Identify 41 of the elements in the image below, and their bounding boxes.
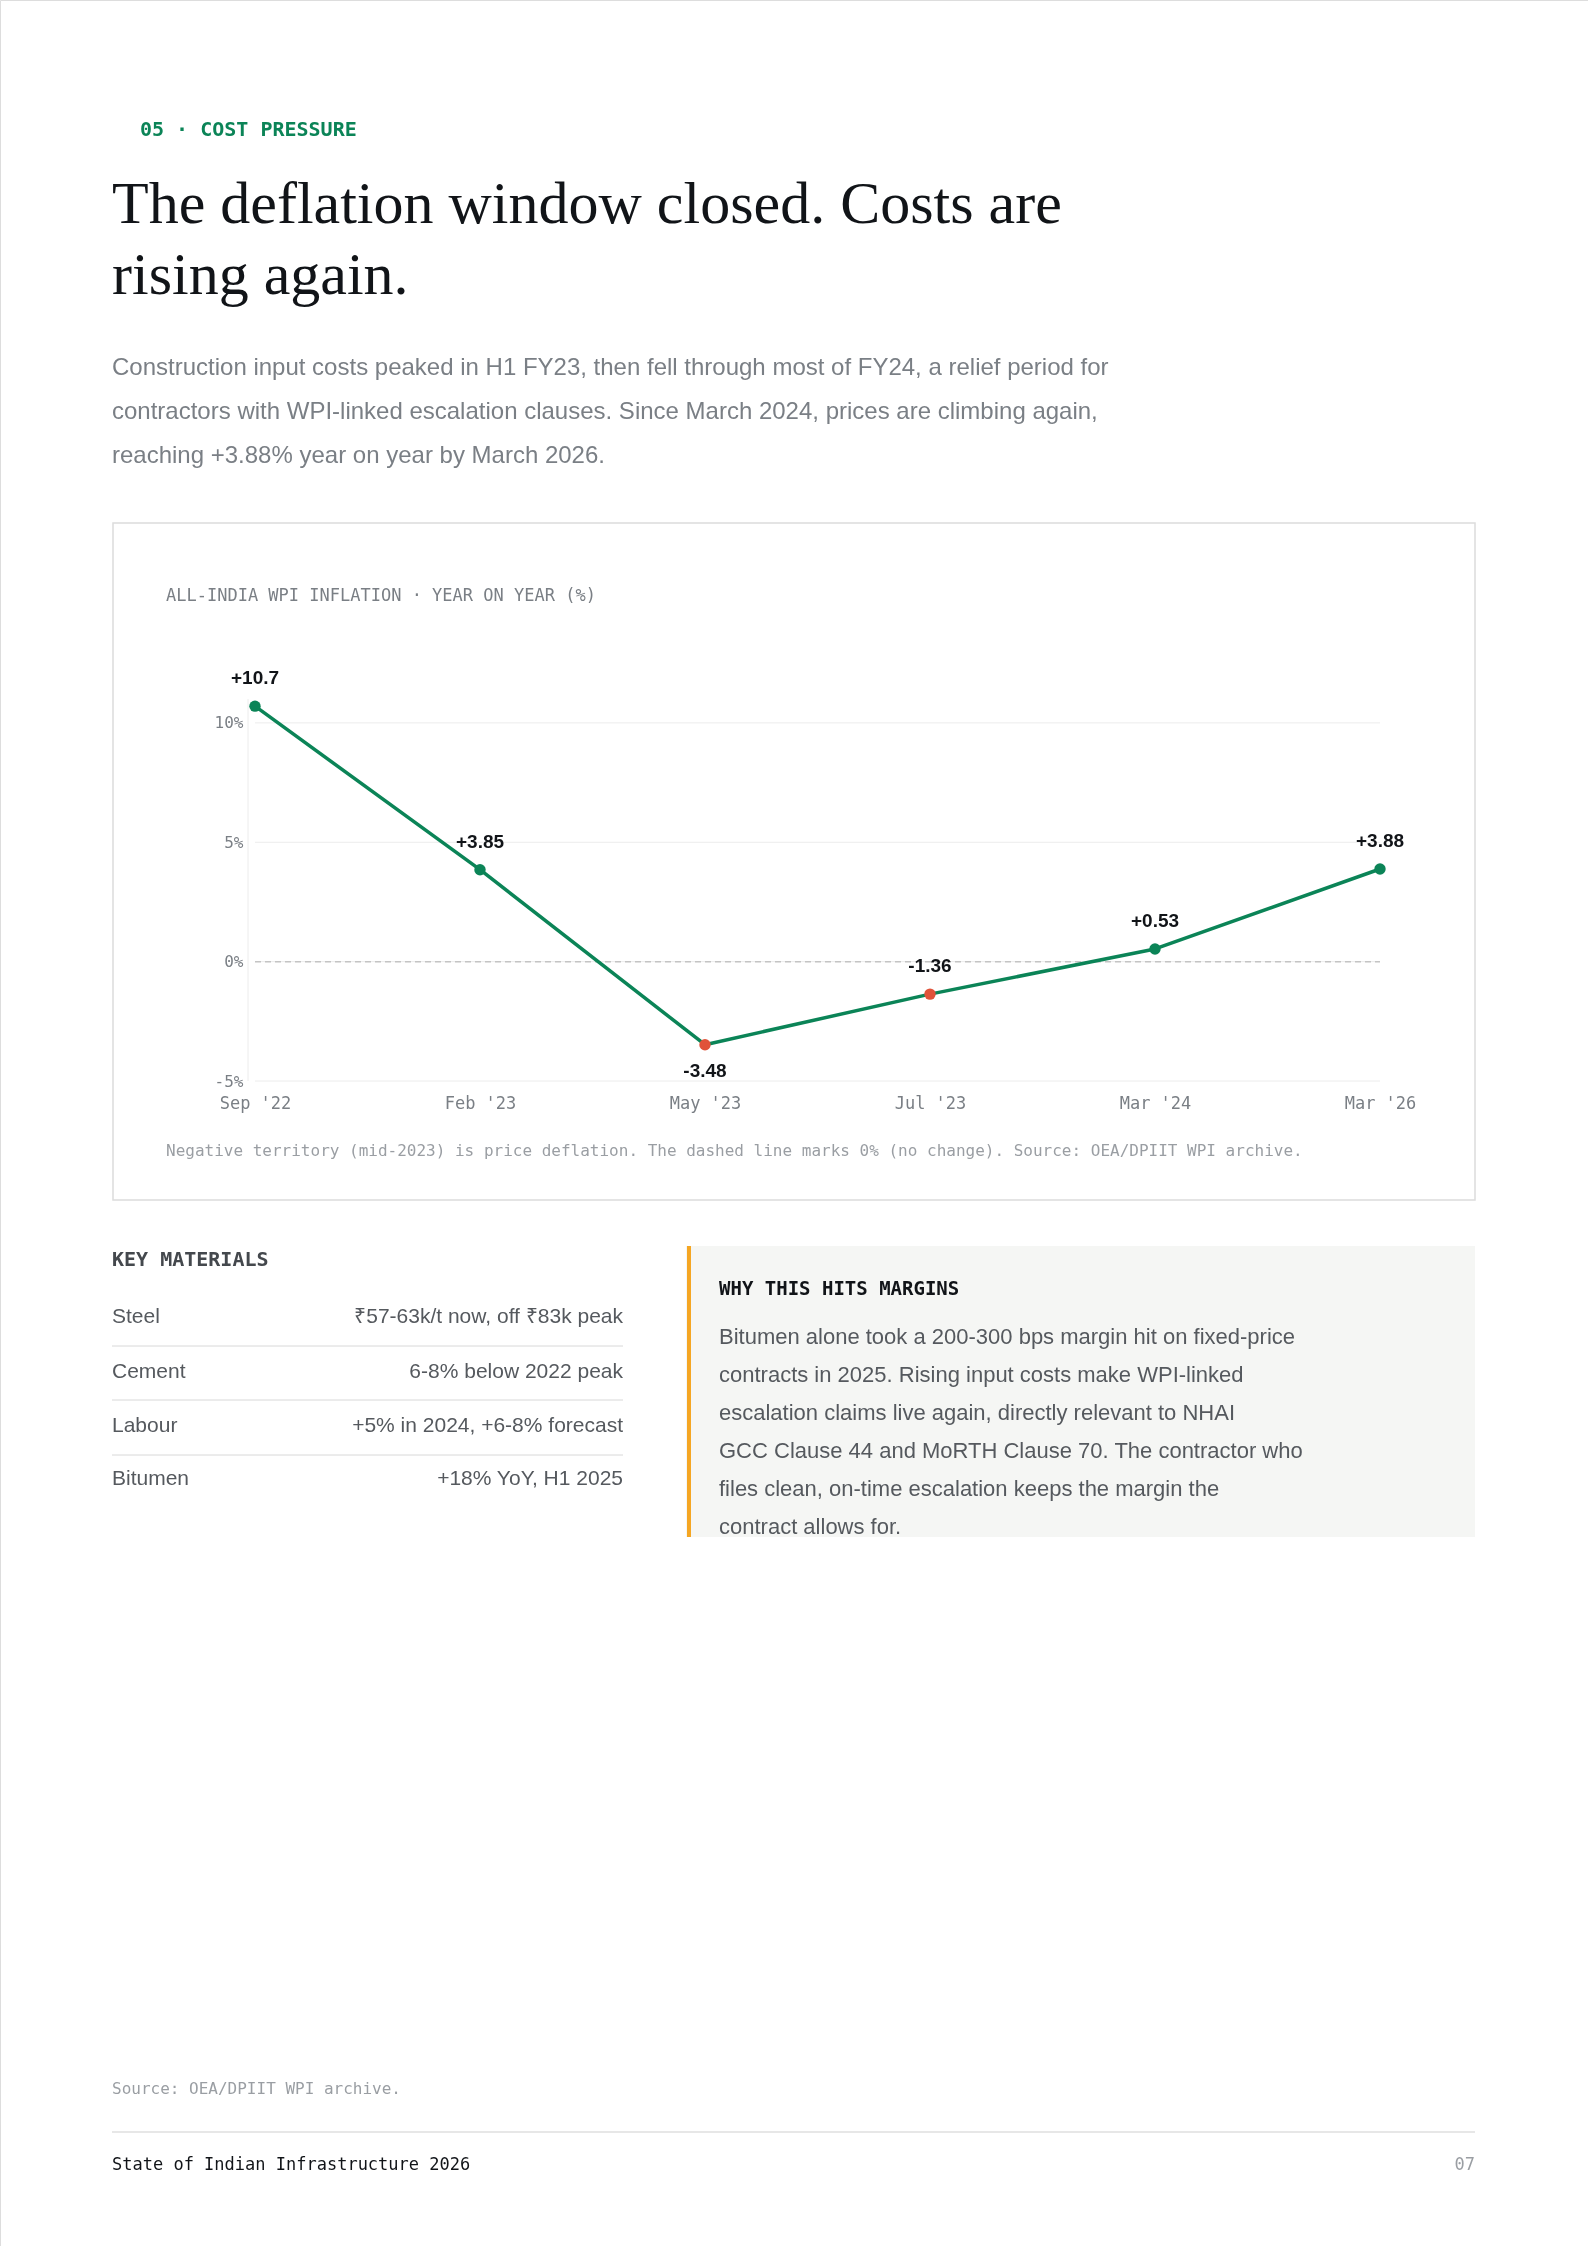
x-tick-label: Feb '23	[444, 1092, 517, 1113]
text: 05 · COST PRESSURE	[140, 117, 357, 141]
x-tick-label: Mar '26	[1344, 1092, 1417, 1113]
data-label: -3.48	[683, 1059, 727, 1081]
text: Bitumen	[112, 1466, 190, 1489]
data-label: -1.36	[908, 955, 952, 977]
text: Labour	[112, 1413, 178, 1436]
chart-subtitle: Construction input costs peaked in H1 FY23, then fell through most of FY24, a relief period for contractors with WPI-linked escalation clauses. Since March 2024, prices are climbing again, reaching +3.88% year on year by March 2026.	[112, 353, 1109, 468]
point	[474, 864, 486, 876]
text: +18% YoY, H1 2025	[437, 1466, 623, 1489]
y-tick-label: 0%	[224, 952, 244, 972]
data-label: +10.7	[230, 667, 280, 689]
text: 07	[1454, 2154, 1475, 2174]
y-tick-label: -5%	[214, 1071, 244, 1091]
text: Cement	[112, 1359, 186, 1382]
x-tick-label: May '23	[669, 1092, 742, 1113]
point	[699, 1039, 711, 1051]
point	[249, 700, 261, 712]
text: 6-8% below 2022 peak	[409, 1359, 624, 1382]
point	[1149, 943, 1161, 955]
x-tick-label: Sep '22	[219, 1092, 292, 1113]
point	[924, 988, 936, 1000]
y-tick-label: 5%	[224, 832, 244, 852]
text: Negative territory (mid-2023) is price deflation. The dashed line marks 0% (no change). Source: OEA/DPIIT WPI archive.	[166, 1141, 1303, 1160]
x-tick-label: Mar '24	[1119, 1092, 1192, 1113]
text: Steel	[112, 1304, 160, 1327]
data-label: +0.53	[1130, 909, 1180, 931]
data-label: +3.88	[1355, 829, 1405, 851]
source-note: Source: OEA/DPIIT WPI archive.	[112, 2079, 401, 2098]
data-label: +3.85	[455, 830, 505, 852]
point	[1374, 863, 1386, 875]
y-tick-label: 10%	[214, 713, 244, 733]
text: ₹57-63k/t now, off ₹83k peak	[354, 1304, 624, 1327]
text: ALL-INDIA WPI INFLATION · YEAR ON YEAR (%)	[166, 585, 596, 605]
x-tick-label: Jul '23	[894, 1092, 967, 1113]
text: WHY THIS HITS MARGINS	[719, 1277, 960, 1299]
text: State of Indian Infrastructure 2026	[112, 2154, 471, 2174]
text: +5% in 2024, +6-8% forecast	[352, 1413, 624, 1436]
text: KEY MATERIALS	[112, 1247, 269, 1271]
text: Bitumen alone took a 200-300 bps margin hit on fixed-price contracts in 2025. Rising input costs make WPI-linked escalation claims live again, directly relevant to NHAI GCC Clause 44 and MoRTH Clause 70. The contractor who files clean, on-time escalation keeps the margin the contract allows for.	[719, 1324, 1303, 1539]
chart-title: The deflation window closed. Costs are rising again.	[112, 170, 1062, 307]
